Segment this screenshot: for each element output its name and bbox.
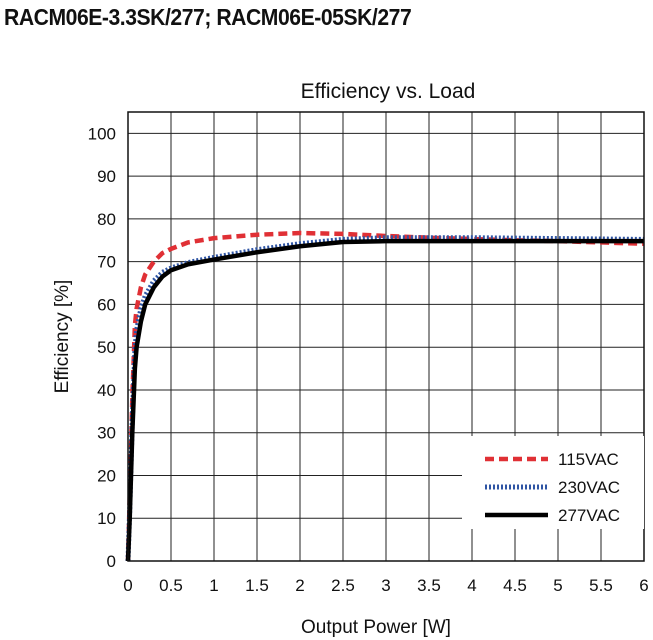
y-tick-label: 50 [97, 338, 116, 357]
x-tick-label: 6 [639, 576, 648, 595]
x-tick-label: 2.5 [331, 576, 355, 595]
y-tick-label: 30 [97, 424, 116, 443]
y-tick-label: 20 [97, 466, 116, 485]
chart-title: Efficiency vs. Load [301, 80, 476, 103]
series-lines [125, 230, 645, 562]
y-tick-label: 100 [88, 124, 116, 143]
x-tick-label: 0 [123, 576, 132, 595]
y-tick-label: 0 [107, 552, 116, 571]
series-line-277vac [125, 238, 644, 562]
x-tick-label: 0.5 [159, 576, 183, 595]
y-tick-label: 40 [97, 381, 116, 400]
x-tick-label: 5 [553, 576, 562, 595]
legend-label-115vac: 115VAC [558, 450, 619, 469]
legend-label-230vac: 230VAC [558, 478, 620, 497]
y-tick-label: 90 [97, 167, 116, 186]
x-tick-label: 3.5 [417, 576, 441, 595]
legend-label-277vac: 277VAC [558, 506, 620, 525]
x-tick-label: 1 [209, 576, 218, 595]
x-axis-title: Output Power [W] [301, 617, 451, 638]
x-tick-label: 4.5 [503, 576, 527, 595]
x-tick-label: 4 [467, 576, 476, 595]
y-tick-label: 10 [97, 509, 116, 528]
x-tick-label: 3 [381, 576, 390, 595]
legend: 115VAC 230VAC 277VAC [462, 436, 644, 529]
y-tick-label: 70 [97, 253, 116, 272]
x-tick-label: 5.5 [589, 576, 613, 595]
plot-frame [127, 111, 645, 562]
document-title: RACM06E-3.3SK/277; RACM06E-05SK/277 [4, 4, 412, 30]
tick-labels: 0 0.5 1 1.5 2 2.5 3 3.5 4 4.5 5 5.5 6010203040506070… [88, 124, 649, 595]
y-axis-title: Efficiency [%] [52, 280, 73, 394]
y-tick-label: 60 [97, 295, 116, 314]
y-tick-label: 80 [97, 210, 116, 229]
x-tick-label: 1.5 [245, 576, 269, 595]
x-tick-label: 2 [295, 576, 304, 595]
